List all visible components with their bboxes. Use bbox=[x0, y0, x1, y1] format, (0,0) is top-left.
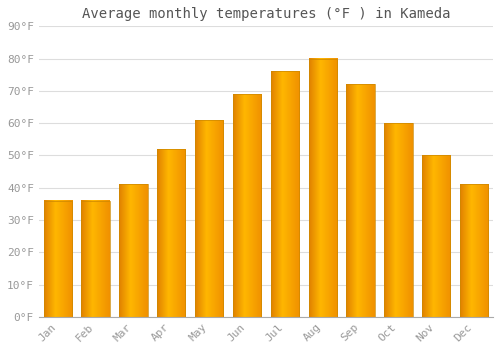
Bar bbox=[82, 201, 110, 317]
Bar bbox=[384, 123, 412, 317]
Bar bbox=[346, 84, 375, 317]
Bar bbox=[233, 94, 261, 317]
Bar bbox=[157, 149, 186, 317]
Bar bbox=[270, 71, 299, 317]
Bar bbox=[308, 58, 337, 317]
Title: Average monthly temperatures (°F ) in Kameda: Average monthly temperatures (°F ) in Ka… bbox=[82, 7, 450, 21]
Bar bbox=[195, 120, 224, 317]
Bar bbox=[44, 201, 72, 317]
Bar bbox=[460, 184, 488, 317]
Bar bbox=[422, 155, 450, 317]
Bar bbox=[119, 184, 148, 317]
